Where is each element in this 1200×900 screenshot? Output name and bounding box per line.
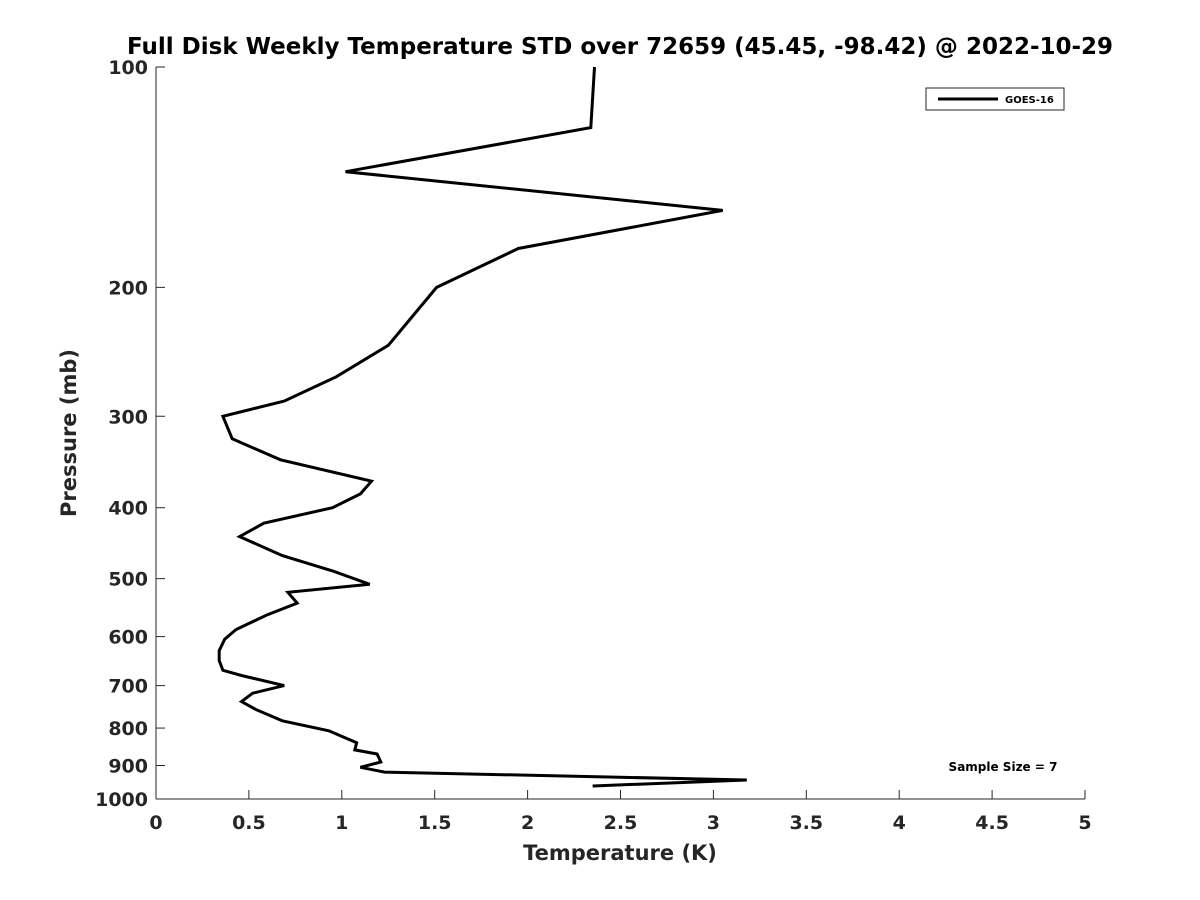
x-tick-label: 1 (335, 812, 348, 834)
x-tick-label: 0.5 (232, 812, 266, 834)
x-tick-label: 4 (893, 812, 906, 834)
y-tick-label: 800 (108, 718, 148, 740)
x-axis-label: Temperature (K) (523, 841, 717, 865)
x-tick-label: 2.5 (604, 812, 638, 834)
axes: 0 0.5 1 1.5 2 2.5 3 3.5 4 4.5 5 100 200 300 400 500 600 7… (95, 57, 1092, 834)
plot-area (156, 67, 1085, 799)
x-tick-label: 4.5 (975, 812, 1009, 834)
y-tick-label: 900 (108, 756, 148, 778)
x-tick-label: 1.5 (418, 812, 452, 834)
legend-label-goes-16: GOES-16 (1005, 95, 1054, 106)
y-tick-label: 100 (108, 57, 148, 79)
x-tick-label: 3.5 (789, 812, 823, 834)
y-axis-label: Pressure (mb) (57, 349, 81, 517)
y-tick-label: 400 (108, 498, 148, 520)
series-line-goes-16 (217, 66, 747, 788)
y-tick-label: 1000 (95, 789, 148, 811)
x-tick-label: 2 (521, 812, 534, 834)
y-tick-label: 700 (108, 676, 148, 698)
sample-size-annotation: Sample Size = 7 (949, 760, 1058, 774)
x-tick-label: 0 (149, 812, 162, 834)
y-tick-label: 200 (108, 277, 148, 299)
y-tick-label: 600 (108, 627, 148, 649)
x-tick-label: 5 (1078, 812, 1091, 834)
y-tick-label: 300 (108, 406, 148, 428)
legend: GOES-16 (925, 87, 1065, 111)
chart-title: Full Disk Weekly Temperature STD over 72… (127, 34, 1113, 60)
y-tick-label: 500 (108, 569, 148, 591)
x-tick-label: 3 (707, 812, 720, 834)
series-layer (217, 66, 747, 788)
